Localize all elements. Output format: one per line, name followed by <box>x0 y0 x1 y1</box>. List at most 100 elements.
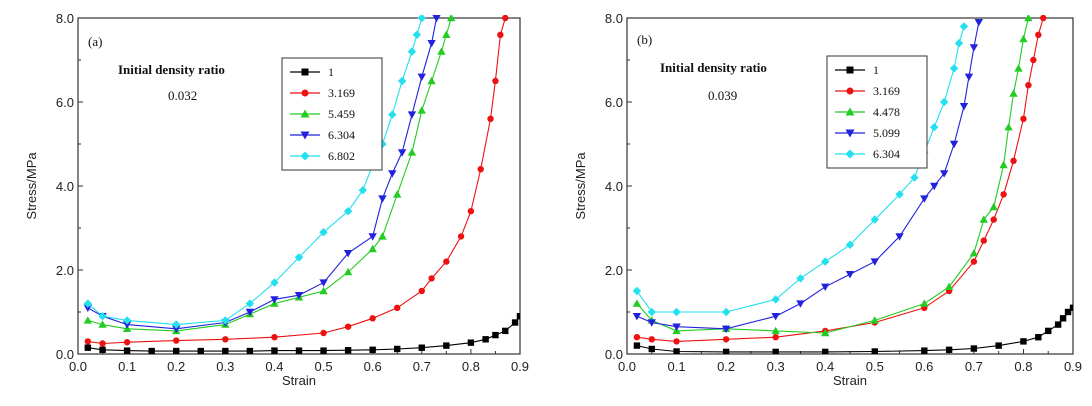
x-tick-label: 0.5 <box>315 359 333 374</box>
data-point <box>270 296 279 304</box>
data-point <box>482 336 489 343</box>
x-tick-label: 0.8 <box>462 359 480 374</box>
data-point <box>920 195 929 203</box>
data-point <box>98 312 107 321</box>
x-tick-label: 0.2 <box>717 359 735 374</box>
data-point <box>771 313 780 321</box>
y-tick-label: 6.0 <box>605 95 623 110</box>
data-point <box>98 320 107 328</box>
data-point <box>647 307 656 317</box>
data-point <box>172 325 181 333</box>
data-point <box>845 240 855 249</box>
data-point <box>722 348 730 354</box>
data-point <box>502 327 509 335</box>
data-point <box>1024 15 1033 22</box>
data-point <box>428 275 435 282</box>
legend-label: 6.802 <box>328 149 355 163</box>
data-point <box>320 347 327 354</box>
legend-label: 3.169 <box>328 86 355 100</box>
data-point <box>443 342 450 349</box>
data-point <box>343 267 353 276</box>
legend-marker <box>845 129 855 138</box>
legend-label: 5.099 <box>873 126 900 140</box>
data-point <box>122 316 132 325</box>
x-tick-label: 0.3 <box>216 359 234 374</box>
data-point <box>394 304 401 311</box>
data-point <box>343 207 353 216</box>
data-point <box>648 345 655 353</box>
data-point <box>197 347 204 354</box>
data-point <box>407 148 417 156</box>
x-tick-label: 0.6 <box>915 359 933 374</box>
x-tick-label: 0.5 <box>866 359 884 374</box>
data-point <box>673 348 680 354</box>
data-point <box>1064 308 1072 316</box>
y-tick-label: 0.0 <box>56 347 74 362</box>
data-point <box>344 323 352 330</box>
data-point <box>821 328 830 337</box>
data-point <box>418 287 425 295</box>
y-axis-title: Stress/MPa <box>573 152 588 220</box>
data-point <box>1000 191 1007 198</box>
data-point <box>920 299 929 307</box>
data-point <box>969 44 979 52</box>
data-point <box>845 271 855 279</box>
data-point <box>1025 82 1032 89</box>
x-axis-title: Strain <box>282 373 316 388</box>
data-point <box>1059 315 1067 322</box>
data-point <box>245 308 255 317</box>
x-tick-label: 0.3 <box>767 359 785 374</box>
data-point <box>84 338 92 345</box>
data-point <box>99 346 106 353</box>
x-tick-label: 0.8 <box>1014 359 1032 374</box>
data-point <box>432 15 441 23</box>
data-point <box>959 22 969 31</box>
legend-marker <box>846 87 854 95</box>
data-point <box>397 76 407 86</box>
data-point <box>632 313 642 321</box>
data-point <box>222 347 229 354</box>
data-point <box>895 233 904 241</box>
series-line-5.099 <box>636 22 980 330</box>
annotation-value: 0.039 <box>708 88 737 103</box>
data-point <box>173 347 180 354</box>
x-tick-label: 0.4 <box>816 359 834 374</box>
data-point <box>870 316 879 324</box>
data-point <box>516 313 520 320</box>
data-point <box>407 47 417 56</box>
chart-panel-b: 0.0 0.1 0.2 0.3 0.4 0.5 0.6 0.7 0.8 0.9 0.0 2.0 4.0 6… <box>573 11 1082 388</box>
series-line-4.478 <box>636 17 1029 334</box>
data-point <box>772 348 779 354</box>
y-tick-label: 4.0 <box>605 179 623 194</box>
data-point <box>319 286 328 295</box>
data-point <box>989 202 998 211</box>
data-point <box>447 15 456 22</box>
x-tick-label: 0.0 <box>618 359 636 374</box>
data-point <box>148 347 155 354</box>
x-tick-label: 0.9 <box>511 359 529 374</box>
data-point <box>1020 338 1027 345</box>
data-point <box>99 340 106 347</box>
data-point <box>954 39 964 48</box>
data-point <box>443 258 450 265</box>
data-point <box>487 115 494 123</box>
data-point <box>990 216 997 223</box>
legend-label: 6.304 <box>328 128 355 142</box>
data-point <box>771 295 780 304</box>
data-point <box>378 232 387 240</box>
x-tick-label: 0.1 <box>118 359 136 374</box>
legend-label: 3.169 <box>873 84 900 98</box>
data-point <box>172 320 181 329</box>
data-point <box>1014 64 1023 72</box>
data-point <box>477 166 484 173</box>
data-point <box>999 160 1008 169</box>
data-point <box>970 258 978 265</box>
data-point <box>319 228 328 237</box>
data-point <box>492 331 499 339</box>
chart-panel-a: 0.0 0.1 0.2 0.3 0.4 0.5 0.6 0.7 0.8 0.9 0.0 2.0 4.0 6… <box>24 11 529 388</box>
data-point <box>467 208 475 215</box>
x-tick-label: 0.6 <box>364 359 382 374</box>
data-point <box>1069 304 1073 311</box>
data-point <box>964 73 974 81</box>
legend-marker <box>845 107 855 116</box>
